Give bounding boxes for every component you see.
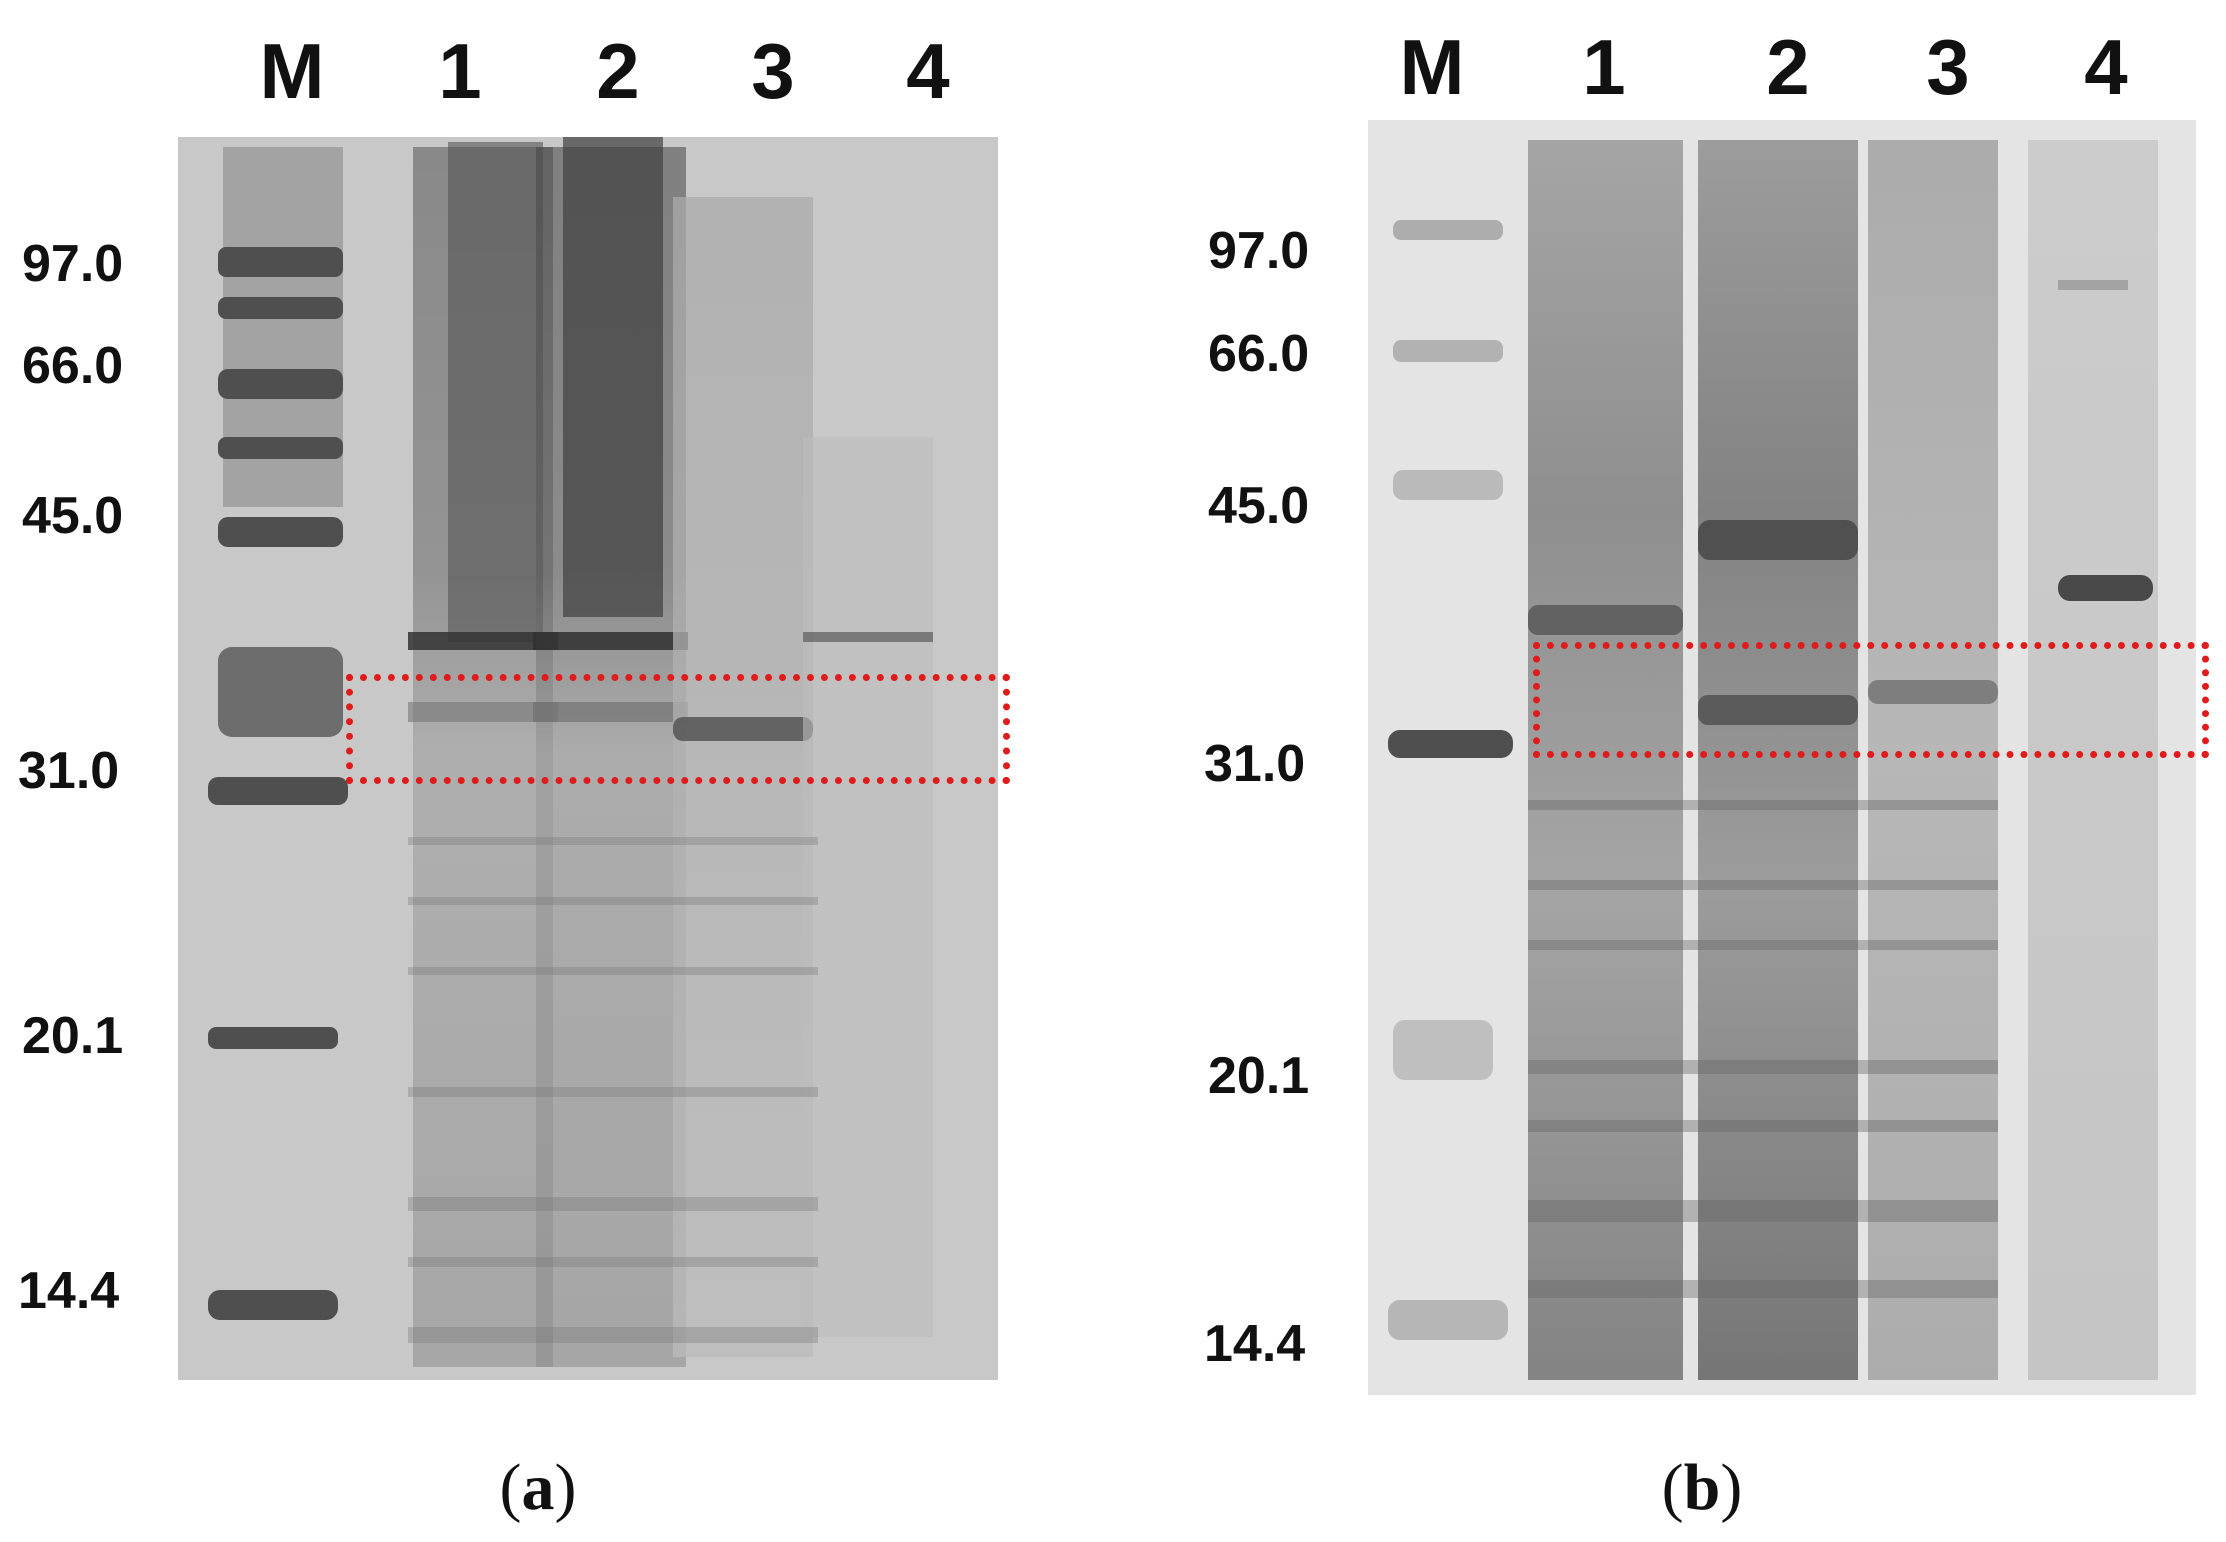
- lane-label-1: 1: [438, 27, 482, 115]
- caption-a: (a): [499, 1451, 577, 1524]
- mw-marker-97: 97.0: [1208, 222, 1310, 280]
- mw-marker-45: 45.0: [22, 487, 124, 545]
- highlight-box-a: [346, 674, 1010, 784]
- lane-label-4: 4: [2084, 23, 2128, 111]
- highlight-box-b: [1533, 642, 2209, 758]
- lane-label-1: 1: [1582, 23, 1626, 111]
- mw-marker-45: 45.0: [1208, 477, 1310, 535]
- lane-label-3: 3: [1926, 23, 1970, 111]
- caption-b: (b): [1661, 1451, 1743, 1524]
- gel-image-b: [1368, 120, 2196, 1395]
- lane-label-2: 2: [1766, 23, 1810, 111]
- gel-image-a: [178, 137, 998, 1380]
- mw-marker-97: 97.0: [22, 235, 124, 293]
- mw-marker-66: 66.0: [1208, 325, 1310, 383]
- lane-label-3: 3: [751, 27, 795, 115]
- lane-label-2: 2: [596, 27, 640, 115]
- mw-marker-20: 20.1: [1208, 1047, 1310, 1105]
- mw-marker-31: 31.0: [1204, 735, 1306, 793]
- lane-label-4: 4: [906, 27, 950, 115]
- lane-label-m: M: [259, 27, 325, 115]
- mw-marker-31: 31.0: [18, 742, 120, 800]
- mw-marker-14: 14.4: [1204, 1315, 1306, 1373]
- mw-marker-14: 14.4: [18, 1262, 120, 1320]
- mw-marker-20: 20.1: [22, 1007, 124, 1065]
- lane-label-m: M: [1399, 23, 1465, 111]
- mw-marker-66: 66.0: [22, 337, 124, 395]
